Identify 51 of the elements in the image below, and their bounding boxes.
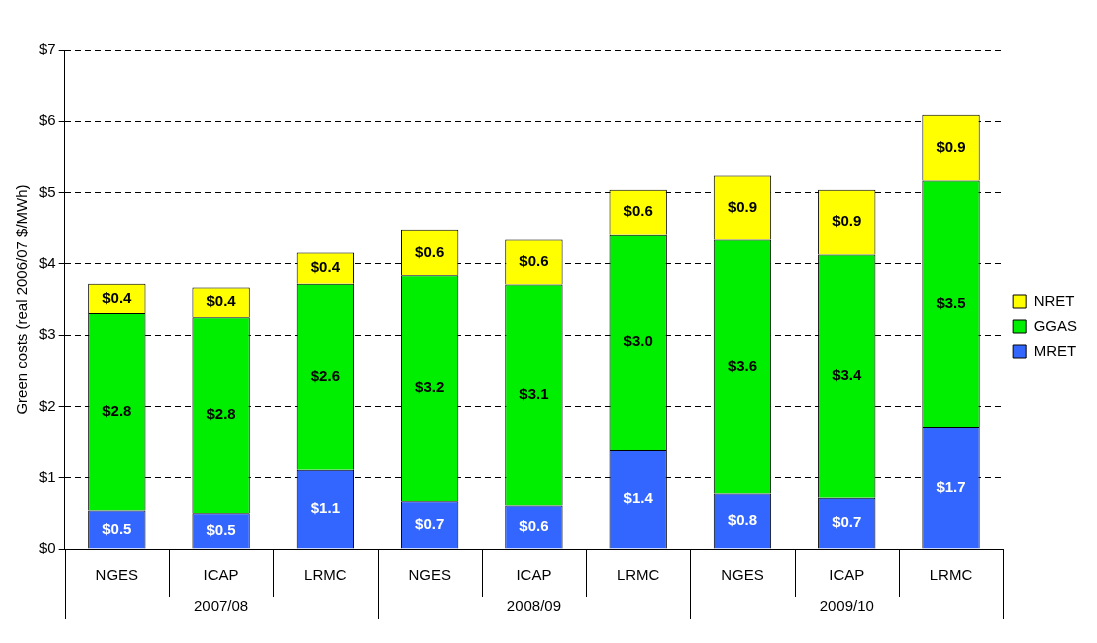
data-label: $1.1: [310, 499, 340, 517]
data-label: $0.5: [102, 519, 132, 537]
x-tick-label: ICAP: [516, 566, 552, 584]
data-label: $1.7: [936, 477, 966, 495]
data-label: $2.8: [102, 401, 132, 419]
x-tick-label: NGES: [721, 566, 764, 584]
x-tick-label: LRMC: [929, 566, 973, 584]
data-label: $0.7: [832, 513, 862, 531]
text: 2009/10: [819, 597, 874, 615]
y-tick-label: $7: [39, 40, 56, 58]
text: 2008/09: [506, 597, 562, 615]
legend-label: GGAS: [1033, 316, 1078, 334]
y-axis-title: Green costs (real 2006/07 $/MWh): [13, 184, 31, 415]
y-tick-label: $5: [39, 182, 56, 200]
y-tick-label: $6: [39, 111, 56, 129]
data-label: $0.9: [832, 212, 862, 230]
data-label: $0.6: [519, 252, 549, 270]
x-tick-label: NGES: [408, 566, 451, 584]
y-tick-label: $1: [39, 467, 56, 485]
data-label: $2.8: [206, 405, 236, 423]
data-label: $0.6: [415, 242, 445, 260]
data-label: $3.1: [519, 385, 549, 403]
text: 2007/08: [193, 597, 249, 615]
data-label: $0.4: [102, 288, 133, 306]
x-tick-label: ICAP: [203, 566, 239, 584]
x-tick-label: LRMC: [304, 566, 347, 584]
data-label: $0.5: [206, 521, 236, 539]
data-label: $0.8: [727, 511, 758, 529]
data-label: $1.4: [623, 489, 654, 507]
x-tick-label: NGES: [95, 566, 139, 584]
y-tick-label: $0: [39, 539, 56, 557]
data-label: $3.6: [727, 356, 758, 374]
data-label: $3.4: [832, 366, 862, 384]
legend-label: MRET: [1033, 341, 1077, 359]
data-label: $0.6: [519, 517, 549, 535]
y-tick-label: $2: [39, 396, 56, 414]
data-label: $3.5: [936, 293, 966, 311]
data-label: $0.9: [727, 197, 758, 215]
data-label: $2.6: [310, 366, 340, 384]
y-tick-label: $3: [39, 325, 56, 343]
data-label: $0.6: [623, 202, 653, 220]
y-tick-label: $4: [39, 254, 56, 271]
data-label: $0.4: [310, 258, 341, 276]
data-label: $3.2: [415, 378, 445, 396]
x-tick-label: ICAP: [829, 566, 865, 584]
x-tick-label: LRMC: [616, 566, 660, 584]
data-label: $0.9: [936, 137, 966, 155]
data-label: $3.0: [623, 332, 653, 350]
data-label: $0.7: [415, 515, 445, 533]
data-label: $0.4: [206, 292, 237, 310]
legend-label: NRET: [1033, 291, 1075, 309]
